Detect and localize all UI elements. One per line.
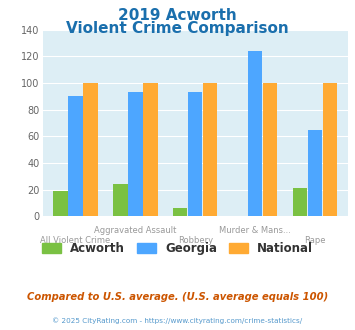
Bar (248, 51, 262, 216)
Text: © 2025 CityRating.com - https://www.cityrating.com/crime-statistics/: © 2025 CityRating.com - https://www.city… (53, 317, 302, 324)
Bar (53, 191, 68, 216)
Text: Robbery: Robbery (178, 236, 213, 245)
Text: Murder & Mans...: Murder & Mans... (219, 226, 291, 235)
Text: Rape: Rape (304, 236, 326, 245)
Bar (173, 208, 187, 216)
Legend: Acworth, Georgia, National: Acworth, Georgia, National (37, 237, 318, 260)
Bar (128, 92, 143, 216)
Text: All Violent Crime: All Violent Crime (40, 236, 111, 245)
Bar (143, 83, 158, 216)
Bar (83, 83, 98, 216)
Bar (69, 96, 83, 216)
Text: 2019 Acworth: 2019 Acworth (118, 8, 237, 23)
Bar (293, 188, 307, 216)
Text: Aggravated Assault: Aggravated Assault (94, 226, 176, 235)
Bar (203, 83, 217, 216)
Bar (323, 83, 337, 216)
Bar (188, 92, 202, 216)
Bar (263, 83, 277, 216)
Text: Compared to U.S. average. (U.S. average equals 100): Compared to U.S. average. (U.S. average … (27, 292, 328, 302)
Text: Violent Crime Comparison: Violent Crime Comparison (66, 21, 289, 36)
Bar (308, 130, 322, 216)
Bar (113, 184, 127, 216)
